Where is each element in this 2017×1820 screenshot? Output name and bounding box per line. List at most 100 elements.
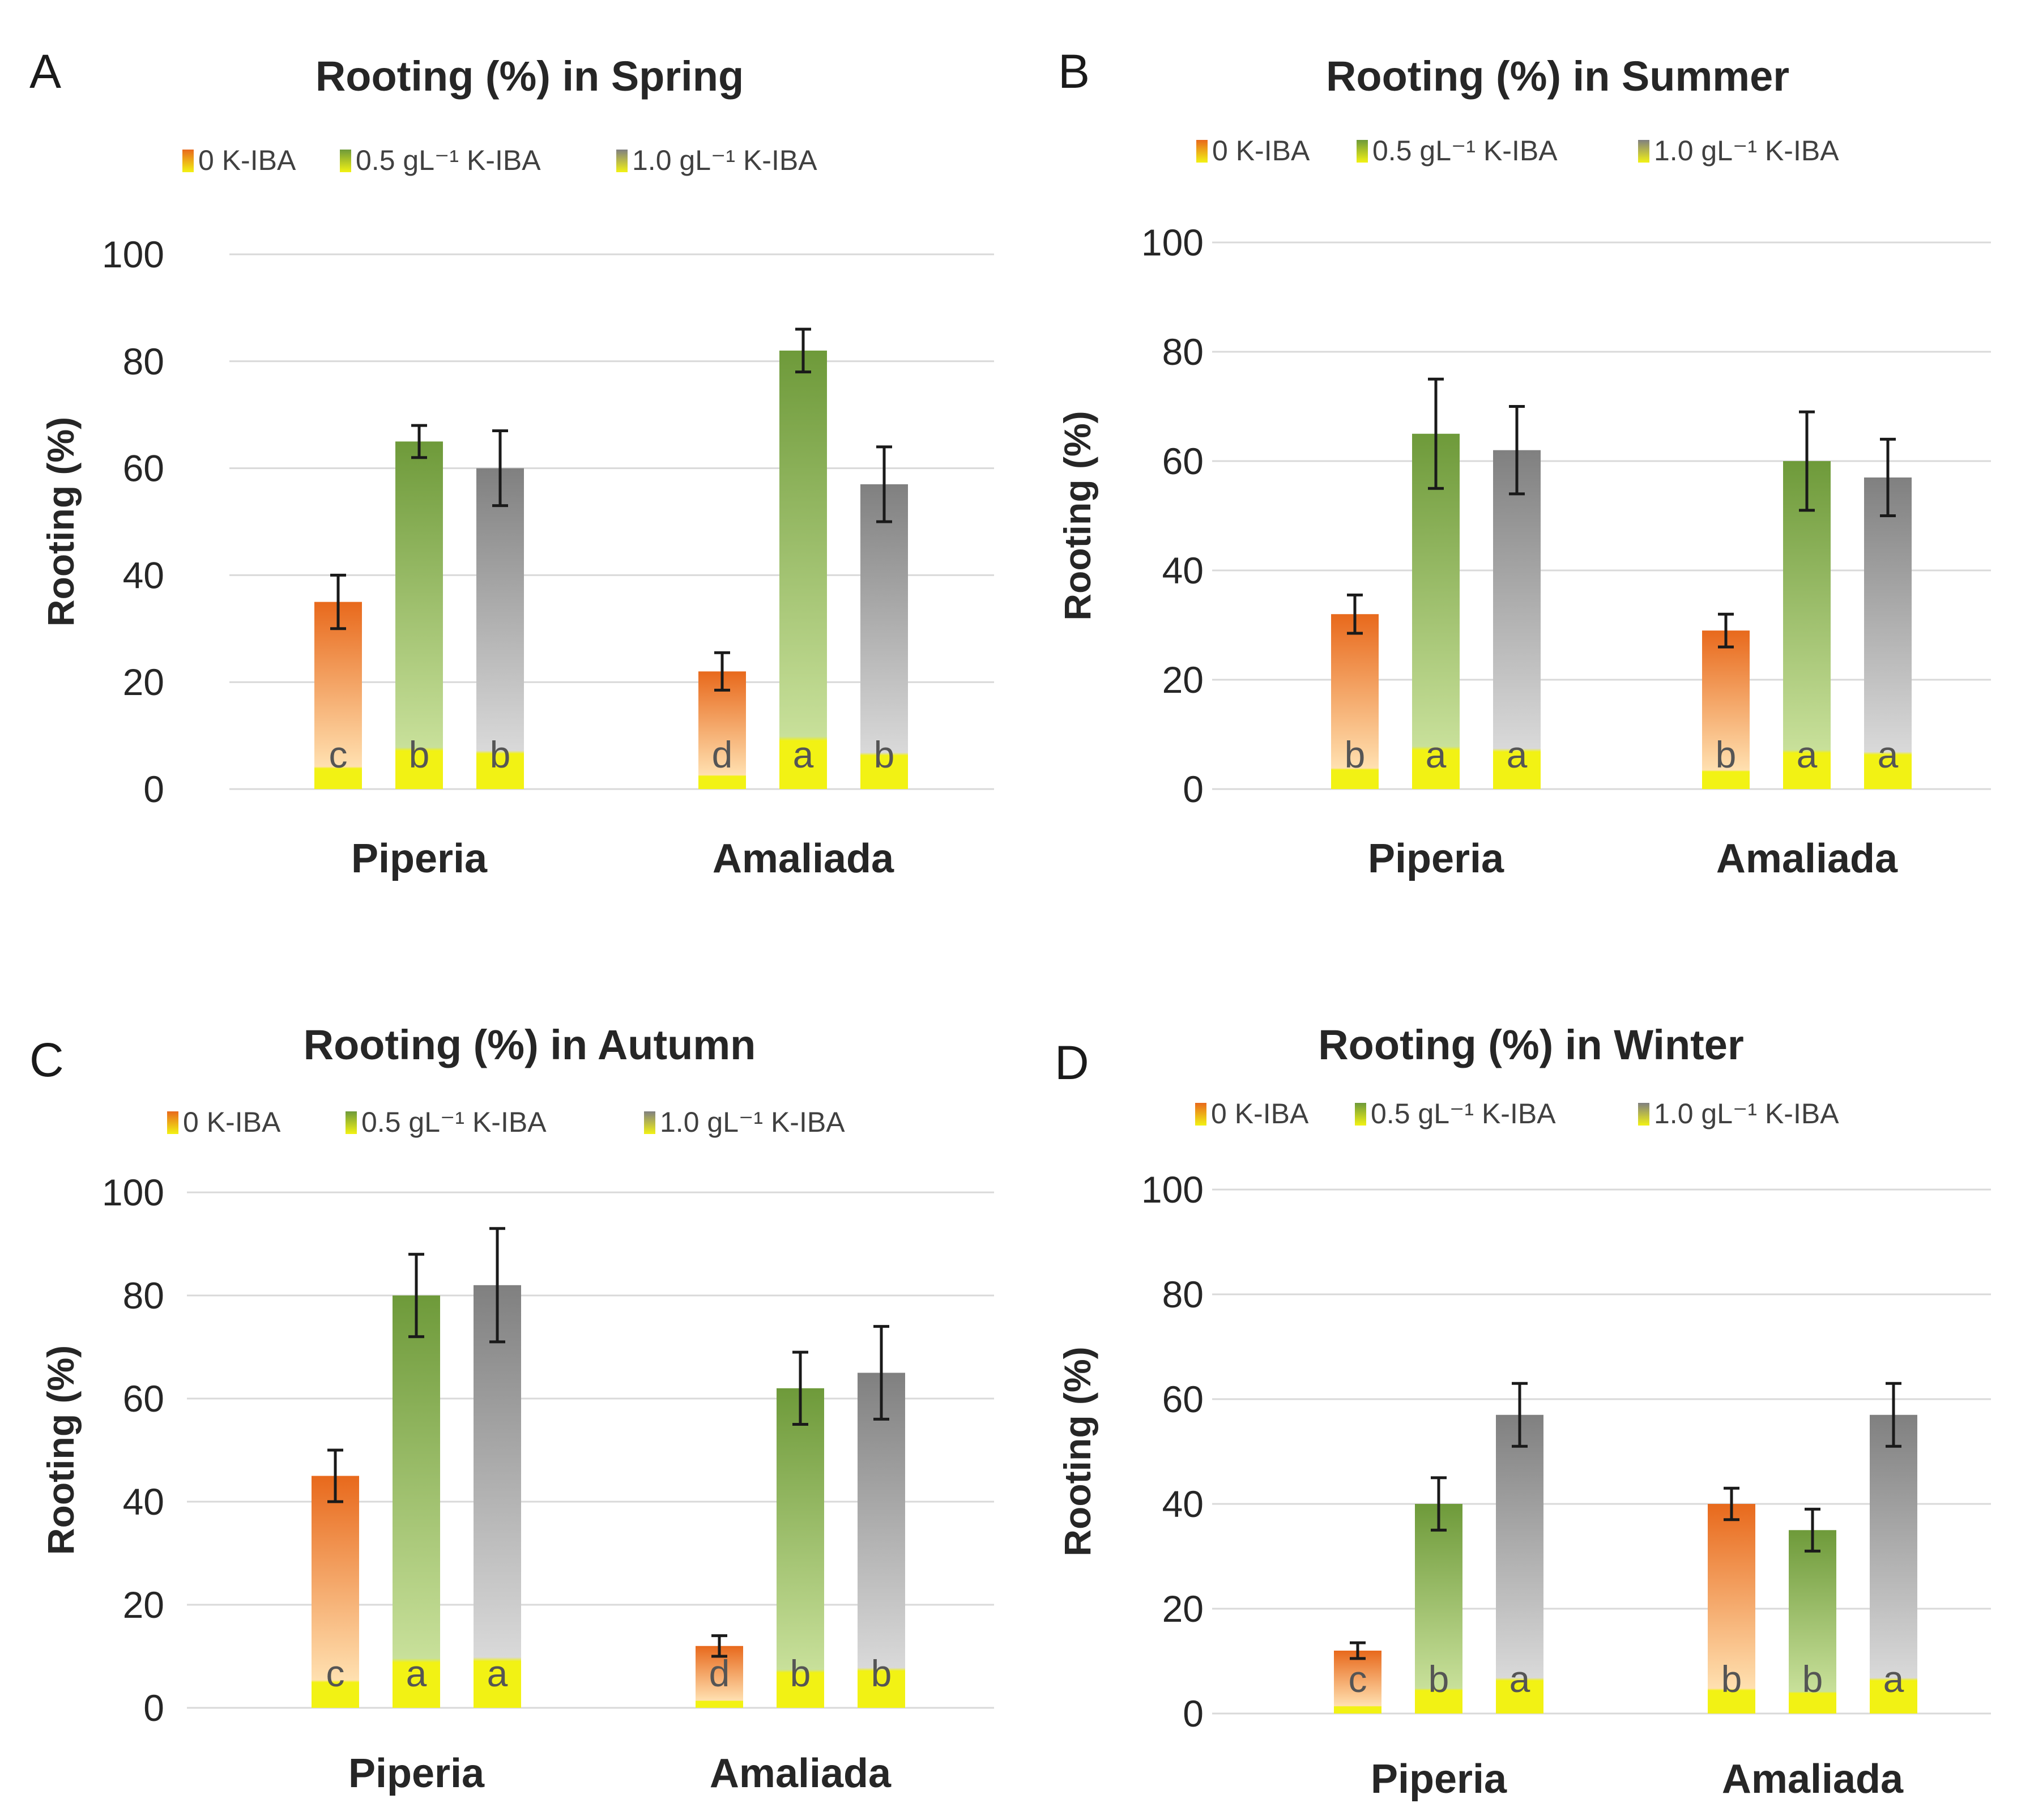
- y-tick-label: 20: [123, 1584, 164, 1626]
- legend-swatch: [1638, 1103, 1649, 1126]
- y-tick-label: 60: [1162, 440, 1204, 482]
- chart-title: Rooting (%) in Summer: [1326, 53, 1789, 100]
- legend-swatch: [182, 150, 194, 172]
- significance-letter: a: [487, 1652, 508, 1694]
- error-bar: [1509, 405, 1525, 496]
- y-tick-label: 100: [1141, 221, 1204, 263]
- significance-letter: c: [1349, 1658, 1367, 1700]
- legend-swatch: [1195, 1103, 1206, 1126]
- significance-letter: c: [326, 1652, 345, 1694]
- y-tick-label: 80: [1162, 1273, 1204, 1315]
- bar: [1493, 450, 1541, 789]
- x-category-label: Amaliada: [713, 836, 894, 881]
- x-category-label: Piperia: [348, 1751, 485, 1796]
- y-tick-label: 60: [1162, 1378, 1204, 1420]
- bar: [312, 1476, 359, 1708]
- error-bar: [1880, 437, 1896, 517]
- legend-swatch: [644, 1111, 655, 1134]
- y-tick-label: 0: [1183, 1693, 1204, 1734]
- y-tick-label: 60: [123, 447, 164, 489]
- legend-item: 1.0 gL⁻¹ K-IBA: [616, 144, 817, 176]
- legend-swatch: [1355, 1103, 1366, 1126]
- error-bar: [714, 651, 730, 692]
- legend-label: 0 K-IBA: [1211, 1098, 1309, 1129]
- legend-label: 0.5 gL⁻¹ K-IBA: [1371, 1098, 1556, 1129]
- error-bar: [489, 1227, 505, 1344]
- bar: [858, 1373, 905, 1708]
- legend-item: 0 K-IBA: [182, 144, 296, 176]
- y-tick-label: 40: [1162, 1483, 1204, 1525]
- legend-swatch: [616, 150, 628, 172]
- bar: [1789, 1530, 1836, 1714]
- legend-item: 0.5 gL⁻¹ K-IBA: [1357, 135, 1558, 167]
- legend: 0 K-IBA 0.5 gL⁻¹ K-IBA 1.0 gL⁻¹ K-IBA: [182, 144, 817, 176]
- bar: [1334, 1651, 1381, 1714]
- x-category-label: Amaliada: [1716, 836, 1898, 881]
- legend: 0 K-IBA 0.5 gL⁻¹ K-IBA 1.0 gL⁻¹ K-IBA: [1195, 1098, 1839, 1129]
- chart-panel-d: D Rooting (%) in Winter 0 K-IBA 0.5 gL⁻¹ K-…: [1055, 1021, 1991, 1802]
- y-tick-label: 80: [1162, 331, 1204, 373]
- legend-label: 0 K-IBA: [198, 144, 296, 176]
- x-category-label: Amaliada: [710, 1751, 892, 1796]
- x-category-label: Amaliada: [1722, 1757, 1904, 1802]
- y-tick-label: 80: [123, 340, 164, 382]
- legend-item: 0.5 gL⁻¹ K-IBA: [1355, 1098, 1556, 1129]
- error-bar: [1886, 1382, 1901, 1448]
- legend-label: 1.0 gL⁻¹ K-IBA: [632, 144, 817, 176]
- error-bar: [873, 1325, 889, 1421]
- y-tick-label: 20: [123, 661, 164, 703]
- significance-letter: b: [790, 1652, 811, 1694]
- x-category-label: Piperia: [351, 836, 488, 881]
- legend-label: 0 K-IBA: [183, 1106, 281, 1138]
- y-tick-label: 20: [1162, 1588, 1204, 1630]
- y-tick-label: 0: [143, 768, 164, 810]
- x-category-label: Piperia: [1368, 836, 1504, 881]
- error-bar: [1428, 377, 1444, 490]
- legend: 0 K-IBA 0.5 gL⁻¹ K-IBA 1.0 gL⁻¹ K-IBA: [1196, 135, 1839, 167]
- legend-label: 0.5 gL⁻¹ K-IBA: [361, 1106, 547, 1138]
- legend-label: 1.0 gL⁻¹ K-IBA: [660, 1106, 845, 1138]
- y-tick-label: 40: [123, 1481, 164, 1523]
- error-bar: [1805, 1507, 1820, 1553]
- bar: [1864, 477, 1912, 789]
- y-axis-label: Rooting (%): [1056, 1346, 1098, 1556]
- error-bar: [876, 445, 892, 523]
- bar: [1702, 630, 1750, 789]
- legend-swatch: [1196, 140, 1208, 163]
- significance-letter: b: [1716, 734, 1737, 775]
- significance-letter: b: [1428, 1658, 1449, 1700]
- error-bar: [330, 573, 346, 630]
- x-category-label: Piperia: [1371, 1757, 1507, 1802]
- significance-letter: b: [1802, 1658, 1823, 1700]
- significance-letter: b: [1721, 1658, 1742, 1700]
- error-bar: [792, 1350, 808, 1426]
- bar: [1331, 614, 1379, 789]
- error-bar: [411, 424, 427, 459]
- legend-item: 0 K-IBA: [167, 1106, 281, 1138]
- bar: [1708, 1504, 1755, 1714]
- significance-letter: d: [709, 1652, 730, 1694]
- significance-letter: d: [712, 734, 733, 775]
- significance-letter: a: [1426, 734, 1447, 775]
- error-bar: [492, 429, 508, 508]
- bar: [1870, 1414, 1917, 1714]
- panel-letter: A: [29, 45, 61, 98]
- bar: [1412, 433, 1460, 789]
- chart-panel-c: C Rooting (%) in Autumn 0 K-IBA 0.5 gL⁻¹ K-…: [29, 1021, 994, 1796]
- chart-title: Rooting (%) in Spring: [315, 53, 744, 100]
- significance-letter: b: [1345, 734, 1366, 775]
- y-tick-label: 60: [123, 1378, 164, 1420]
- bar: [474, 1285, 521, 1708]
- legend-label: 0.5 gL⁻¹ K-IBA: [356, 144, 541, 176]
- bar: [393, 1295, 440, 1708]
- significance-letter: b: [871, 1652, 892, 1694]
- bar: [314, 602, 362, 789]
- bar: [779, 350, 827, 789]
- y-tick-label: 80: [123, 1275, 164, 1316]
- error-bar: [1350, 1641, 1366, 1660]
- legend-item: 0 K-IBA: [1195, 1098, 1309, 1129]
